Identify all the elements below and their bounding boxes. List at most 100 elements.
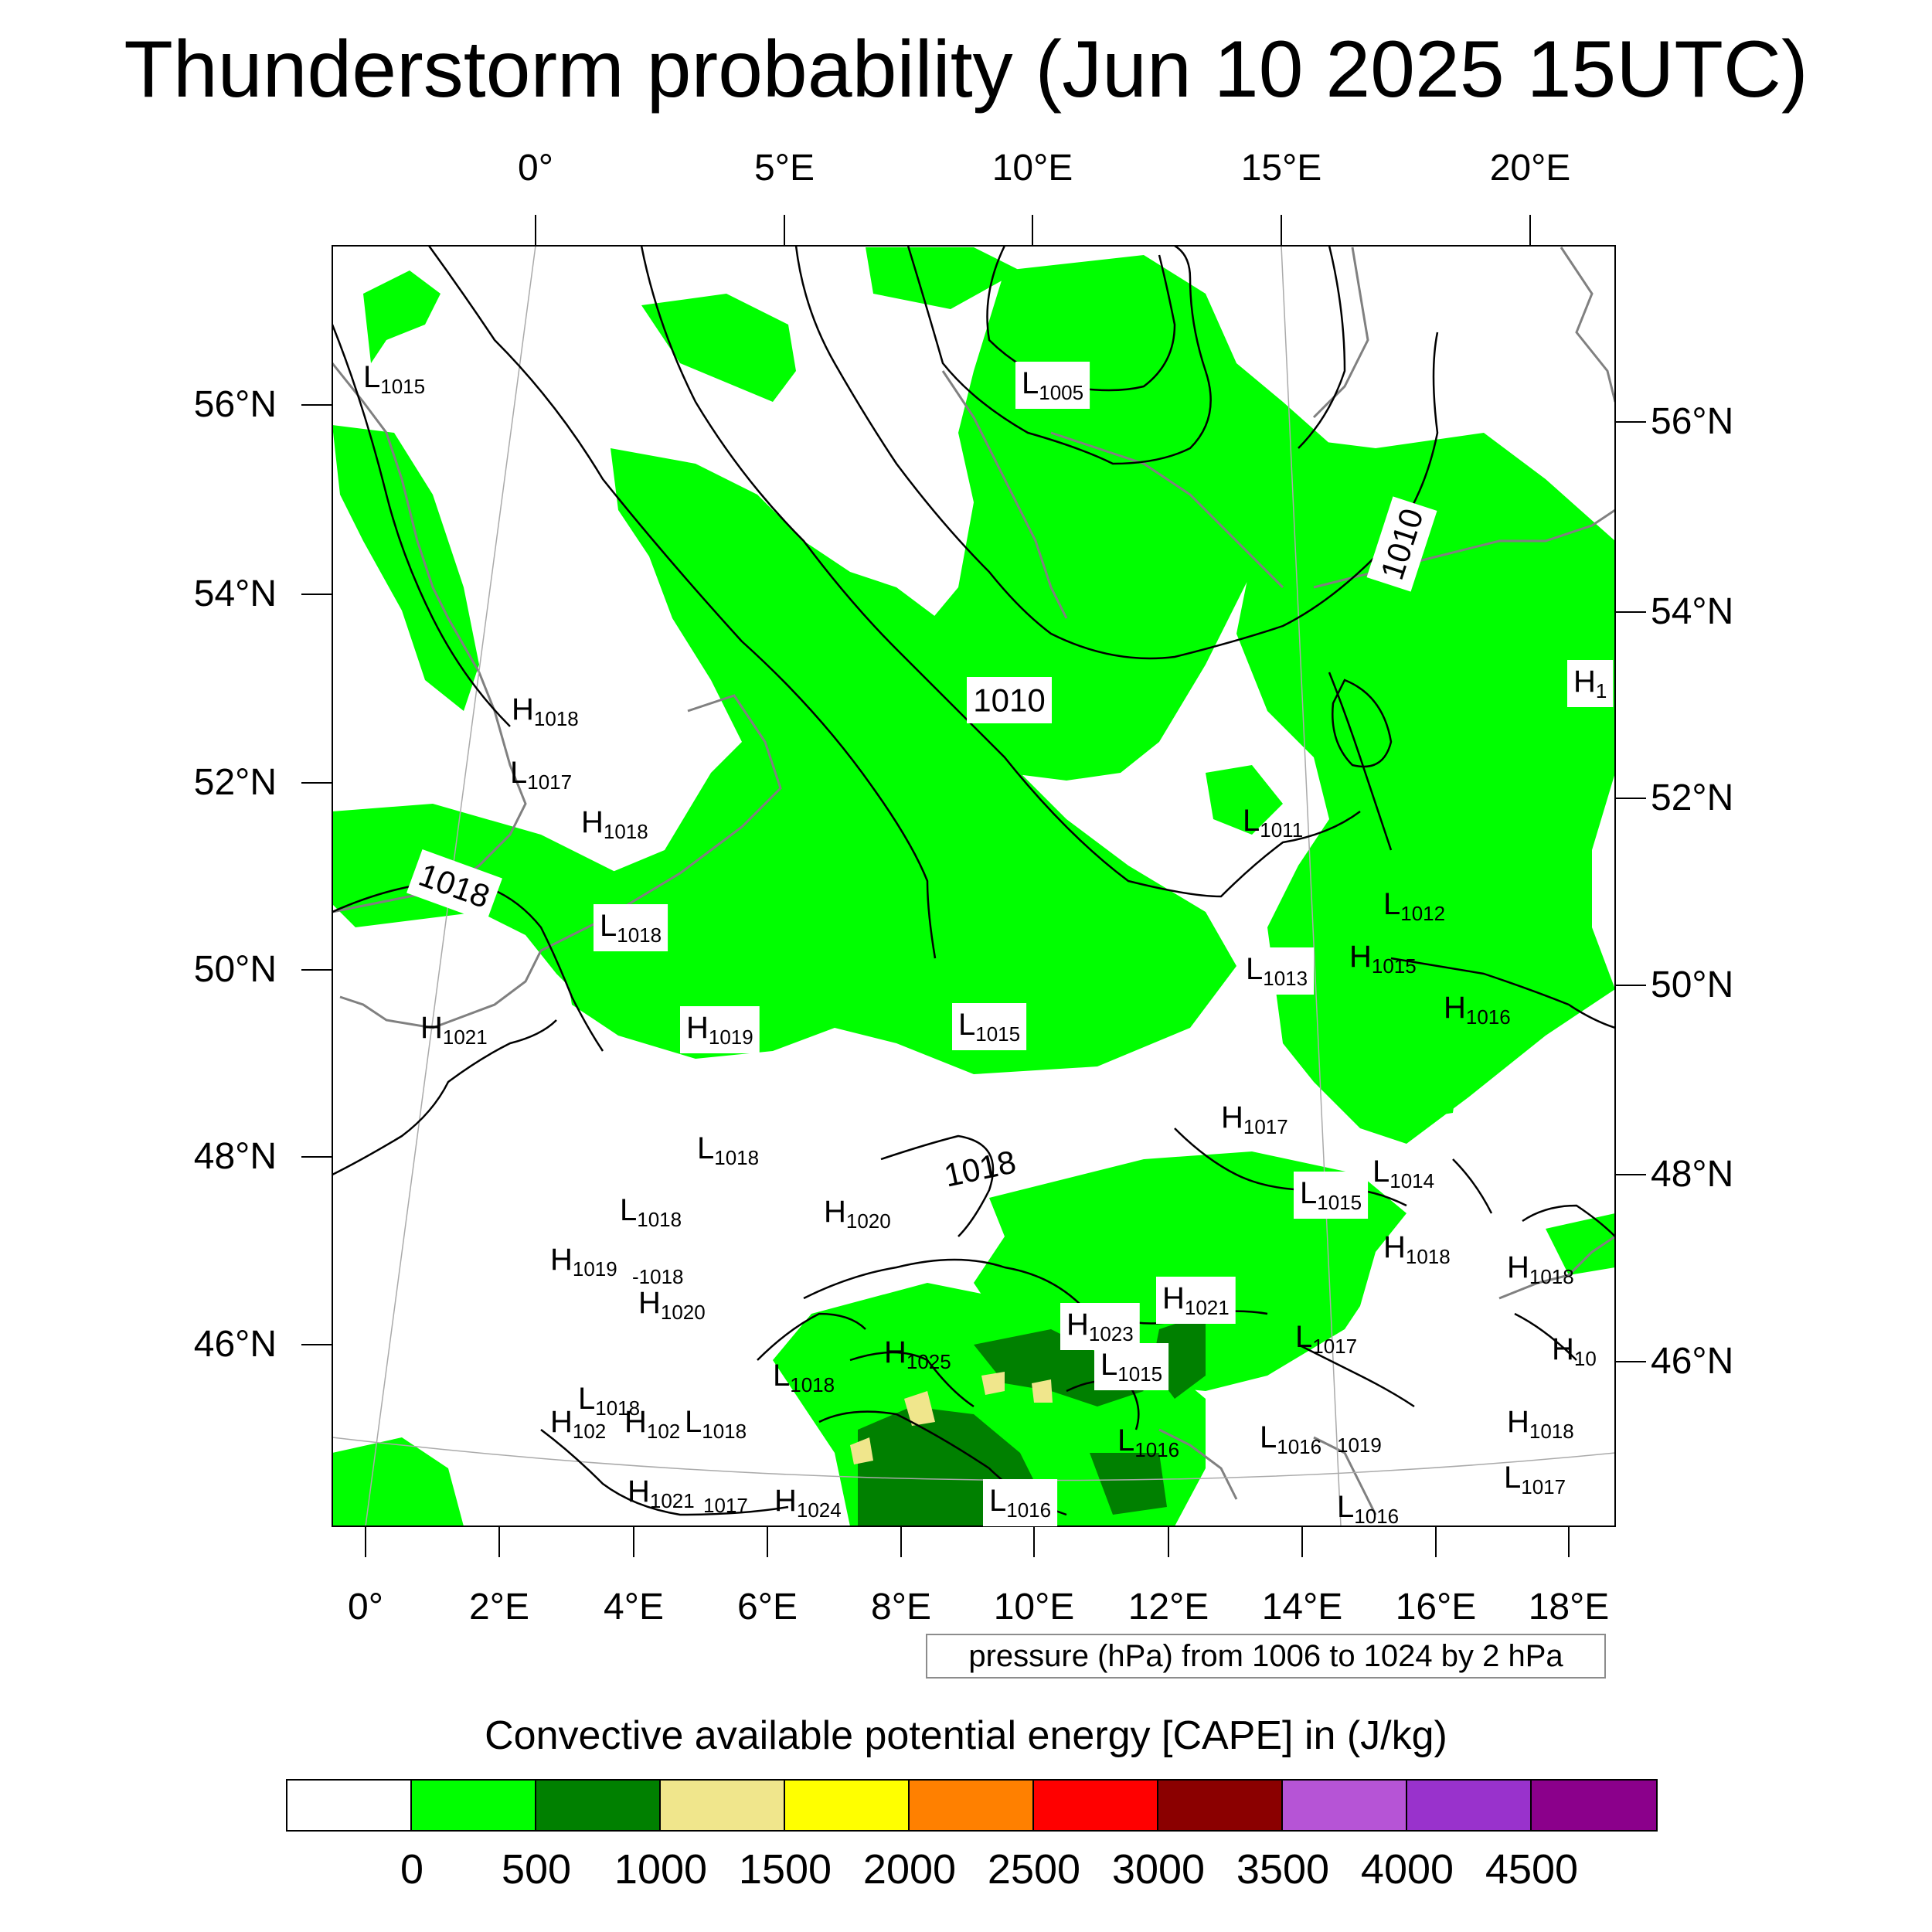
svg-text:H102: H102 (624, 1405, 680, 1443)
svg-text:L1018: L1018 (600, 909, 662, 947)
top-lon-label: 15°E (1240, 148, 1322, 189)
svg-text:L1018: L1018 (620, 1193, 682, 1231)
svg-text:L1017: L1017 (1295, 1320, 1357, 1358)
pressure-center-label: L1013 (1240, 947, 1315, 995)
colorbar-box (412, 1781, 536, 1830)
pressure-center-label: L1015 (1294, 1172, 1369, 1219)
pressure-center-label: H1023 (1060, 1303, 1140, 1350)
pressure-center-label: H1 (1567, 660, 1614, 707)
svg-text:L1018: L1018 (773, 1359, 835, 1396)
svg-text:H1016: H1016 (1444, 991, 1511, 1029)
svg-text:H1020: H1020 (824, 1195, 891, 1233)
pressure-center-label: L1015 (363, 360, 425, 398)
map-title: Thunderstorm probability (Jun 10 2025 15… (124, 25, 1808, 114)
pressure-center-label: H1015 (1349, 940, 1417, 978)
left-lat-label: 48°N (193, 1136, 277, 1177)
colorbar-tick-label: 1500 (738, 1846, 832, 1893)
pressure-center-label: L1011 (1243, 804, 1303, 842)
svg-text:L1015: L1015 (1300, 1176, 1362, 1214)
pressure-center-label: L1018 (594, 904, 668, 951)
pressure-center-label: L1005 (1015, 362, 1090, 409)
svg-text:H1018: H1018 (512, 692, 579, 730)
pressure-center-label: H1020 (638, 1286, 706, 1324)
svg-text:H1019: H1019 (550, 1243, 617, 1281)
pressure-center-label: L1012 (1383, 887, 1445, 925)
pressure-center-label: L1018 (620, 1193, 682, 1231)
top-lon-label: 0° (518, 148, 553, 189)
svg-text:L1015: L1015 (363, 360, 425, 398)
pressure-center-label: H1019 (550, 1243, 617, 1281)
isobars (332, 246, 1615, 1516)
pressure-center-label: H1021 (1156, 1277, 1236, 1324)
svg-text:H1020: H1020 (638, 1286, 706, 1324)
svg-text:1010: 1010 (973, 682, 1045, 719)
svg-text:L1015: L1015 (958, 1008, 1020, 1046)
svg-text:L1015: L1015 (1100, 1348, 1162, 1386)
svg-text:H1015: H1015 (1349, 940, 1417, 978)
colorbar-box (1532, 1781, 1656, 1830)
svg-text:L1012: L1012 (1383, 887, 1445, 925)
svg-text:L1005: L1005 (1022, 366, 1083, 404)
pressure-center-label: L1017 (1504, 1461, 1566, 1498)
pressure-center-label: H10 (1552, 1332, 1597, 1370)
pressure-center-label: H1018 (1507, 1405, 1574, 1443)
pressure-center-label: H1020 (824, 1195, 891, 1233)
svg-text:L1017: L1017 (510, 756, 572, 794)
svg-text:L1018: L1018 (578, 1382, 640, 1420)
svg-text:L1018: L1018 (685, 1405, 747, 1443)
pressure-center-label: H1017 (1221, 1100, 1288, 1138)
right-lat-label: 56°N (1651, 401, 1734, 442)
pressure-center-label: H1016 (1444, 991, 1511, 1029)
colorbar-tick-label: 1000 (614, 1846, 708, 1893)
pressure-center-label: L1018 (697, 1131, 759, 1169)
svg-text:H1018: H1018 (1383, 1230, 1451, 1268)
svg-text:H1021: H1021 (420, 1011, 488, 1049)
colorbar-tick-label: 500 (501, 1846, 572, 1893)
pressure-center-label: L1016 (1117, 1423, 1179, 1461)
pressure-center-label: H1021 (628, 1475, 695, 1512)
left-lat-label: 56°N (193, 384, 277, 425)
pressure-center-label: L1016 (1337, 1490, 1399, 1528)
pressure-center-label: L1018 (773, 1359, 835, 1396)
svg-text:L1013: L1013 (1246, 952, 1308, 990)
pressure-center-label: H1018 (581, 805, 648, 843)
svg-text:L1014: L1014 (1372, 1155, 1434, 1192)
colorbar-box (287, 1781, 412, 1830)
bottom-lon-label: 10°E (993, 1587, 1075, 1628)
pressure-center-label: L1018 (685, 1405, 747, 1443)
left-lat-label: 54°N (193, 573, 277, 614)
svg-text:-1018: -1018 (632, 1265, 684, 1288)
pressure-center-label: L1018 (578, 1382, 640, 1420)
svg-text:H1024: H1024 (774, 1484, 842, 1522)
svg-text:1019: 1019 (1337, 1434, 1382, 1457)
svg-text:H1018: H1018 (581, 805, 648, 843)
colorbar-title: Convective available potential energy [C… (485, 1713, 1447, 1758)
pressure-center-label: H1021 (420, 1011, 488, 1049)
pressure-center-label: H1018 (1383, 1230, 1451, 1268)
right-lat-label: 46°N (1651, 1341, 1734, 1382)
axis-ticks (301, 215, 1646, 1557)
svg-text:H1021: H1021 (1162, 1281, 1230, 1319)
colorbar-box (1283, 1781, 1407, 1830)
pressure-center-label: L1015 (952, 1003, 1027, 1050)
top-lon-label: 20°E (1489, 148, 1571, 189)
colorbar-box (536, 1781, 661, 1830)
left-lat-label: 52°N (193, 762, 277, 803)
colorbar-box (661, 1781, 785, 1830)
right-lat-label: 48°N (1651, 1154, 1734, 1195)
pressure-center-label: H102 (624, 1405, 680, 1443)
right-lat-label: 50°N (1651, 964, 1734, 1005)
isobar-label: 1010 (967, 677, 1052, 723)
bottom-lon-label: 8°E (871, 1587, 931, 1628)
colorbar-tick-label: 3000 (1111, 1846, 1206, 1893)
colorbar-tick-label: 4000 (1360, 1846, 1454, 1893)
pressure-center-label: 1017 (703, 1494, 748, 1517)
svg-text:L1016: L1016 (989, 1484, 1051, 1522)
svg-text:H1017: H1017 (1221, 1100, 1288, 1138)
pressure-center-label: L1016 (983, 1479, 1058, 1526)
svg-text:H102: H102 (550, 1405, 606, 1443)
colorbar-box (910, 1781, 1034, 1830)
colorbar-tick-label: 2000 (862, 1846, 957, 1893)
